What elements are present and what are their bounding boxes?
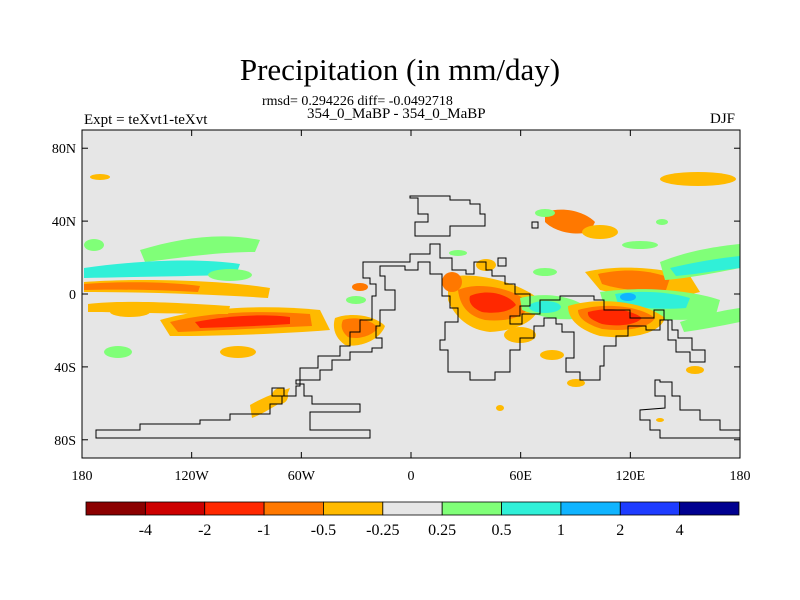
lon-tick-label: 0 xyxy=(408,469,415,484)
colorbar-swatch xyxy=(560,501,621,516)
colorbar-label: 0.25 xyxy=(428,522,456,539)
season-label: DJF xyxy=(710,111,736,127)
lon-tick-label: 180 xyxy=(730,469,751,484)
colorbar-label: 0.5 xyxy=(492,522,512,539)
fill-patch xyxy=(352,283,368,291)
fill-patch xyxy=(620,293,636,301)
lat-tick-label: 0 xyxy=(69,288,76,303)
colorbar-label: -1 xyxy=(257,522,270,539)
colorbar-swatch xyxy=(501,501,562,516)
colorbar-swatch xyxy=(323,501,384,516)
fill-patch xyxy=(545,209,595,234)
fill-patch xyxy=(540,350,564,360)
fill-patch xyxy=(469,292,516,313)
fill-patch xyxy=(656,219,668,225)
fill-patch xyxy=(587,309,642,326)
fill-patch xyxy=(567,379,585,387)
colorbar-label: 4 xyxy=(676,522,684,539)
lon-tick-label: 60E xyxy=(509,469,532,484)
colorbar-label: 2 xyxy=(616,522,624,539)
lon-tick-label: 60W xyxy=(288,469,316,484)
fill-patch xyxy=(686,366,704,374)
fill-patch xyxy=(622,241,658,249)
colorbar-swatch xyxy=(263,501,324,516)
fill-patch xyxy=(656,418,664,422)
coastline-shape xyxy=(531,221,539,229)
lon-tick-label: 180 xyxy=(72,469,93,484)
colorbar-swatch xyxy=(85,501,146,516)
lon-tick-label: 120W xyxy=(175,469,210,484)
stats-line: rmsd= 0.294226 diff= -0.0492718 xyxy=(262,94,453,109)
fill-patch xyxy=(220,346,256,358)
fill-patch xyxy=(84,239,104,251)
lat-tick-label: 80S xyxy=(54,434,76,449)
lat-axis: 80N 40N 0 40S 80S xyxy=(52,142,740,449)
fill-patch xyxy=(660,172,736,186)
colorbar-label: -0.25 xyxy=(366,522,399,539)
fill-patch xyxy=(140,236,260,262)
colorbar-swatch xyxy=(441,501,502,516)
colorbar-swatch xyxy=(382,501,443,516)
fill-patch xyxy=(504,327,536,343)
fill-patch xyxy=(496,405,504,411)
lat-tick-label: 80N xyxy=(52,142,76,157)
case-label: 354_0_MaBP - 354_0_MaBP xyxy=(307,106,486,122)
coastline-shape xyxy=(639,379,741,439)
coastline-shape xyxy=(271,387,285,397)
lat-tick-label: 40S xyxy=(54,361,76,376)
fill-patch xyxy=(195,315,290,328)
fill-patch xyxy=(346,296,366,304)
coastline-shape xyxy=(409,195,486,237)
fill-patch xyxy=(110,307,150,317)
coastlines xyxy=(95,195,741,439)
plot-title: Precipitation (in mm/day) xyxy=(239,52,561,87)
experiment-label: Expt = teXvt1-teXvt xyxy=(84,112,208,128)
fill-patch xyxy=(104,346,132,358)
fill-patch xyxy=(84,260,240,278)
lon-axis: 180 120W 60W 0 60E 120E 180 xyxy=(72,130,751,484)
coastline-shape xyxy=(95,243,706,439)
colorbar-label: -4 xyxy=(139,522,152,539)
fill-patch xyxy=(84,282,200,292)
colorbar xyxy=(85,501,740,516)
colorbar-labels: -4 -2 -1 -0.5 -0.25 0.25 0.5 1 2 4 xyxy=(139,522,684,539)
coastline-shape xyxy=(497,257,507,267)
fill-patch xyxy=(208,269,252,281)
fill-patch xyxy=(598,270,670,291)
fill-patch xyxy=(442,272,462,292)
fill-patch xyxy=(529,301,561,313)
colorbar-swatch xyxy=(204,501,265,516)
lat-tick-label: 40N xyxy=(52,215,76,230)
colorbar-label: -2 xyxy=(198,522,211,539)
colorbar-label: 1 xyxy=(557,522,565,539)
fill-patch xyxy=(670,256,740,276)
fill-patch xyxy=(449,250,467,256)
colorbar-swatch xyxy=(144,501,206,516)
precip-fills xyxy=(84,172,740,422)
fill-patch xyxy=(533,268,557,276)
colorbar-swatch xyxy=(619,501,681,516)
fill-patch xyxy=(90,174,110,180)
fill-patch xyxy=(680,308,740,332)
colorbar-label: -0.5 xyxy=(311,522,336,539)
fill-patch xyxy=(535,209,555,217)
fill-patch xyxy=(582,225,618,239)
lon-tick-label: 120E xyxy=(616,469,646,484)
colorbar-swatch xyxy=(679,501,740,516)
